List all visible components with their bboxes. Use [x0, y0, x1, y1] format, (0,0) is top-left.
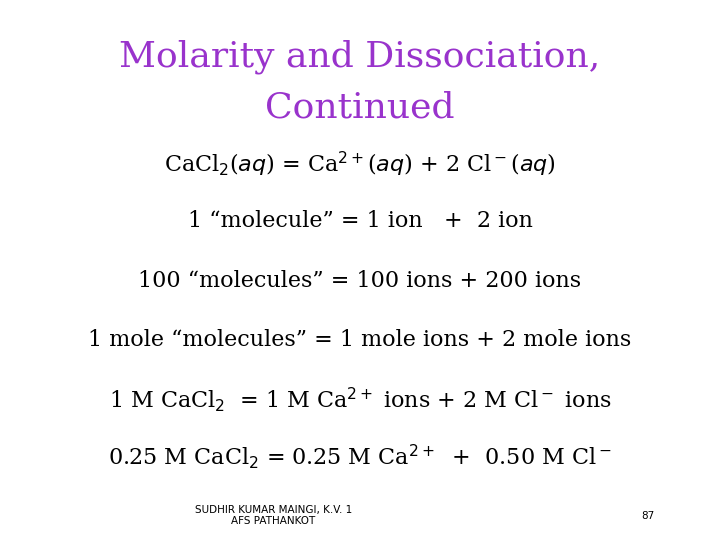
Text: SUDHIR KUMAR MAINGI, K.V. 1
AFS PATHANKOT: SUDHIR KUMAR MAINGI, K.V. 1 AFS PATHANKO… [195, 505, 352, 526]
Text: 1 M CaCl$_2$  = 1 M Ca$^{2+}$ ions + 2 M Cl$^-$ ions: 1 M CaCl$_2$ = 1 M Ca$^{2+}$ ions + 2 M … [109, 385, 611, 414]
Text: 1 “molecule” = 1 ion   +  2 ion: 1 “molecule” = 1 ion + 2 ion [188, 211, 532, 232]
Text: Continued: Continued [265, 91, 455, 125]
Text: 0.25 M CaCl$_2$ = 0.25 M Ca$^{2+}$  +  0.50 M Cl$^-$: 0.25 M CaCl$_2$ = 0.25 M Ca$^{2+}$ + 0.5… [108, 442, 612, 471]
Text: 1 mole “molecules” = 1 mole ions + 2 mole ions: 1 mole “molecules” = 1 mole ions + 2 mol… [89, 329, 631, 351]
Text: 100 “molecules” = 100 ions + 200 ions: 100 “molecules” = 100 ions + 200 ions [138, 270, 582, 292]
Text: 87: 87 [642, 511, 654, 521]
Text: Molarity and Dissociation,: Molarity and Dissociation, [120, 39, 600, 74]
Text: CaCl$_2$($aq$) = Ca$^{2+}$($aq$) + 2 Cl$^-$($aq$): CaCl$_2$($aq$) = Ca$^{2+}$($aq$) + 2 Cl$… [164, 150, 556, 179]
